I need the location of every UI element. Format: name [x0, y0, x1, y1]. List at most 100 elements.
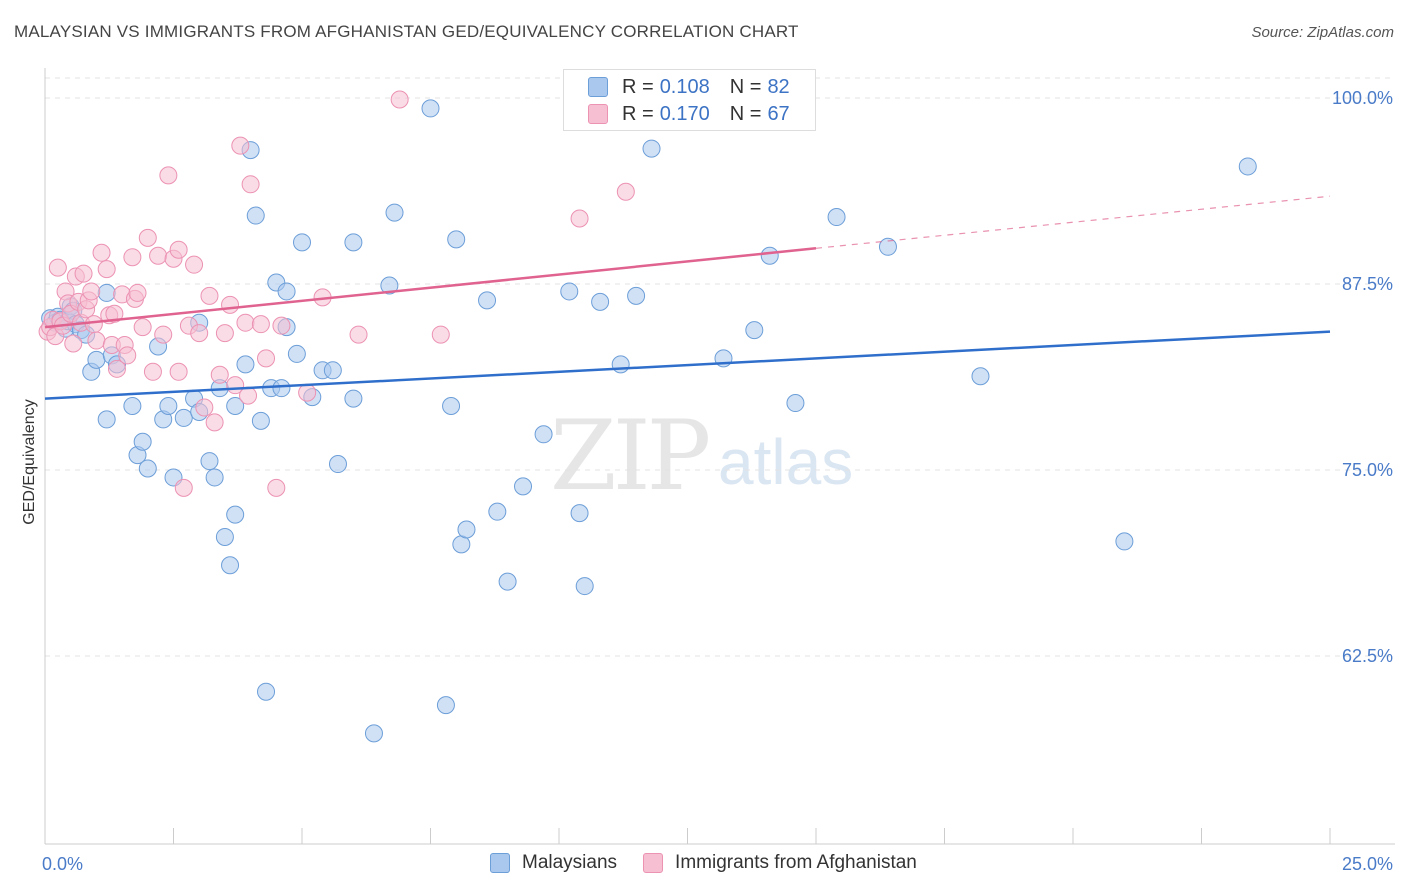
data-point-afghanistan: [84, 315, 103, 334]
data-point-malaysians: [760, 246, 779, 265]
data-point-malaysians: [385, 203, 404, 222]
data-point-malaysians: [1115, 532, 1134, 551]
legend-label-afghanistan: Immigrants from Afghanistan: [675, 852, 917, 873]
data-point-afghanistan: [231, 136, 250, 155]
data-point-malaysians: [611, 355, 630, 374]
data-point-afghanistan: [251, 315, 270, 334]
data-point-malaysians: [786, 394, 805, 413]
data-point-afghanistan: [143, 362, 162, 381]
data-point-malaysians: [323, 361, 342, 380]
data-point-malaysians: [514, 477, 533, 496]
data-point-malaysians: [97, 283, 116, 302]
data-point-malaysians: [328, 455, 347, 474]
data-point-afghanistan: [138, 228, 157, 247]
legend-swatch-pink: [588, 104, 608, 124]
y-axis-label: GED/Equivalency: [21, 399, 38, 524]
data-point-afghanistan: [221, 295, 240, 314]
data-point-afghanistan: [570, 209, 589, 228]
legend-swatch-pink: [643, 853, 664, 873]
data-point-malaysians: [421, 99, 440, 118]
data-point-malaysians: [200, 452, 219, 471]
data-point-malaysians: [971, 367, 990, 386]
data-point-afghanistan: [272, 316, 291, 335]
legend-n-label: N =: [729, 102, 762, 125]
data-point-malaysians: [257, 682, 276, 701]
trend-line-afghanistan: [44, 247, 817, 329]
data-point-malaysians: [123, 397, 142, 416]
data-point-malaysians: [246, 206, 265, 225]
legend-n-value: 82: [767, 75, 790, 98]
data-point-malaysians: [251, 411, 270, 430]
data-point-afghanistan: [267, 478, 286, 497]
data-point-malaysians: [627, 286, 646, 305]
data-point-afghanistan: [239, 386, 258, 405]
data-point-malaysians: [436, 696, 455, 715]
data-point-malaysians: [277, 282, 296, 301]
data-point-malaysians: [287, 344, 306, 363]
data-point-afghanistan: [74, 264, 93, 283]
data-point-malaysians: [344, 389, 363, 408]
legend-item-afghanistan[interactable]: Immigrants from Afghanistan: [643, 852, 917, 874]
data-point-afghanistan: [200, 286, 219, 305]
data-point-malaysians: [534, 425, 553, 444]
data-point-malaysians: [498, 572, 517, 591]
data-point-malaysians: [174, 408, 193, 427]
data-point-malaysians: [560, 282, 579, 301]
tick-labels: 62.5% 75.0% 87.5% 100.0% 0.0% 25.0% GED/Equiva…: [21, 88, 1393, 874]
legend-item-malaysians[interactable]: Malaysians: [490, 852, 617, 874]
data-point-malaysians: [642, 139, 661, 158]
y-tick-label: 62.5%: [1342, 646, 1393, 666]
series-malaysians: [41, 99, 1257, 743]
legend-row-afghanistan: R = 0.170 N = 67: [588, 101, 790, 127]
x-tick-label-max: 25.0%: [1342, 854, 1393, 874]
data-point-malaysians: [97, 410, 116, 429]
legend-n-value: 67: [767, 102, 790, 125]
legend-swatch-blue: [588, 77, 608, 97]
data-point-malaysians: [159, 397, 178, 416]
data-point-afghanistan: [97, 260, 116, 279]
data-point-malaysians: [1238, 157, 1257, 176]
data-point-malaysians: [478, 291, 497, 310]
legend-n-label: N =: [729, 75, 762, 98]
data-point-afghanistan: [195, 398, 214, 417]
data-point-afghanistan: [390, 90, 409, 109]
trend-lines: [44, 195, 1331, 400]
data-point-afghanistan: [236, 313, 255, 332]
data-point-afghanistan: [105, 304, 124, 323]
data-point-malaysians: [272, 379, 291, 398]
legend-r-value: 0.170: [659, 102, 710, 125]
y-tick-label: 100.0%: [1332, 88, 1393, 108]
data-point-malaysians: [364, 724, 383, 743]
data-point-malaysians: [591, 292, 610, 311]
data-point-malaysians: [570, 504, 589, 523]
watermark-atlas: atlas: [718, 426, 854, 498]
data-point-malaysians: [827, 208, 846, 227]
data-point-afghanistan: [185, 255, 204, 274]
data-point-malaysians: [215, 527, 234, 546]
data-point-malaysians: [205, 468, 224, 487]
data-point-afghanistan: [210, 365, 229, 384]
data-point-afghanistan: [149, 246, 168, 265]
data-point-afghanistan: [215, 324, 234, 343]
data-point-afghanistan: [169, 362, 188, 381]
correlation-legend: R = 0.108 N = 82 R = 0.170 N = 67: [563, 69, 816, 131]
trend-line-afghanistan-extension: [815, 195, 1331, 249]
data-point-afghanistan: [133, 318, 152, 337]
data-point-afghanistan: [118, 346, 137, 365]
data-point-afghanistan: [123, 248, 142, 267]
trend-line-malaysians: [44, 330, 1331, 400]
legend-r-value: 0.108: [659, 75, 710, 98]
legend-r-label: R =: [622, 102, 654, 125]
data-point-malaysians: [447, 230, 466, 249]
data-point-malaysians: [878, 237, 897, 256]
y-tick-label: 75.0%: [1342, 460, 1393, 480]
data-point-afghanistan: [257, 349, 276, 368]
data-point-afghanistan: [92, 243, 111, 262]
legend-label-malaysians: Malaysians: [522, 852, 618, 873]
data-point-afghanistan: [431, 325, 450, 344]
data-point-afghanistan: [616, 182, 635, 201]
data-point-malaysians: [226, 505, 245, 524]
axes: [44, 68, 1395, 845]
data-point-malaysians: [138, 459, 157, 478]
